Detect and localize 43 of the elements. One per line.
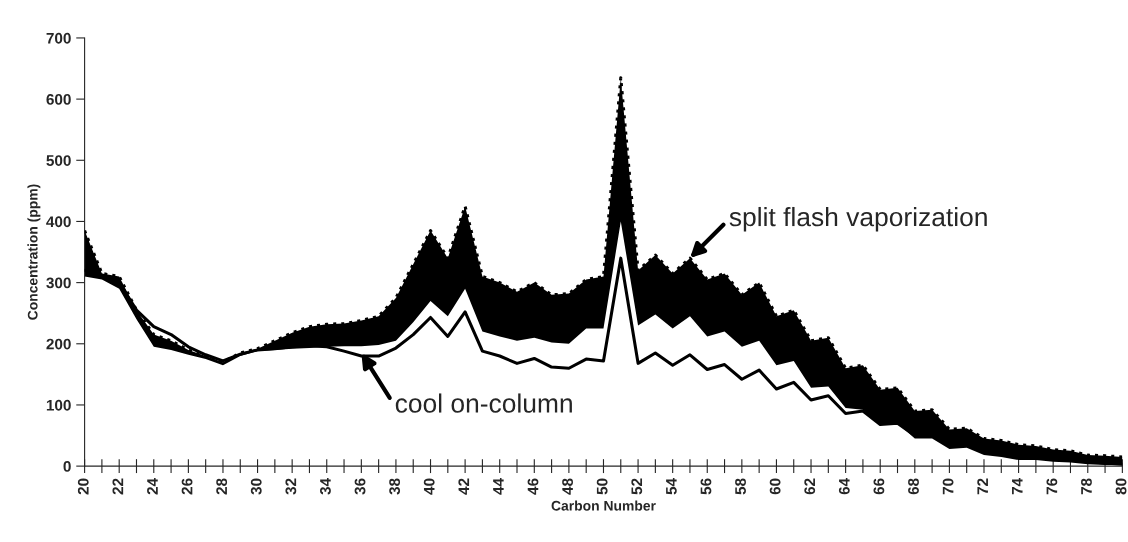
y-tick-label: 400 [46,216,71,228]
x-tick-label: 20 [77,478,89,495]
x-tick-label: 54 [666,478,677,495]
x-tick-label: 26 [181,478,193,495]
y-tick-label: 500 [46,155,71,166]
x-tick-label: 76 [1046,478,1058,495]
x-tick-label: 46 [527,478,539,495]
x-tick-label: 66 [873,478,885,495]
x-tick-label: 60 [769,478,781,495]
x-tick-label: 64 [838,478,850,495]
x-tick-label: 42 [458,478,470,495]
annotation: split flash vaporization [729,206,987,232]
x-tick-label: 28 [216,478,228,495]
x-axis-title: Carbon Number [551,500,656,511]
x-tick-label: 34 [320,478,331,495]
x-tick-label: 62 [804,478,816,495]
x-tick-label: 58 [735,478,746,495]
y-tick-label: 700 [46,32,71,44]
y-tick-label: 0 [63,460,71,472]
x-tick-label: 48 [562,478,573,495]
x-tick-label: 36 [354,478,366,495]
x-tick-label: 44 [493,478,504,495]
x-tick-label: 38 [389,478,401,495]
x-tick-label: 78 [1081,478,1092,495]
annotation: cool on-column [395,393,572,413]
y-axis-title: Concentration (ppm) [27,184,41,320]
x-tick-label: 74 [1012,478,1023,495]
x-tick-label: 22 [112,478,124,495]
y-tick-label: 100 [46,399,71,411]
x-tick-label: 32 [285,478,297,495]
x-tick-label: 56 [700,478,712,495]
x-tick-label: 68 [908,478,919,495]
x-tick-label: 40 [423,478,435,495]
x-tick-label: 24 [147,478,158,495]
x-tick-label: 30 [250,478,262,495]
x-tick-label: 80 [1115,478,1127,495]
x-tick-label: 72 [977,478,988,495]
y-tick-label: 300 [46,277,71,289]
y-tick-label: 200 [46,338,71,350]
x-tick-label: 70 [942,478,954,495]
y-tick-label: 600 [46,93,71,105]
x-tick-label: 50 [596,478,608,495]
x-tick-label: 52 [631,478,643,495]
